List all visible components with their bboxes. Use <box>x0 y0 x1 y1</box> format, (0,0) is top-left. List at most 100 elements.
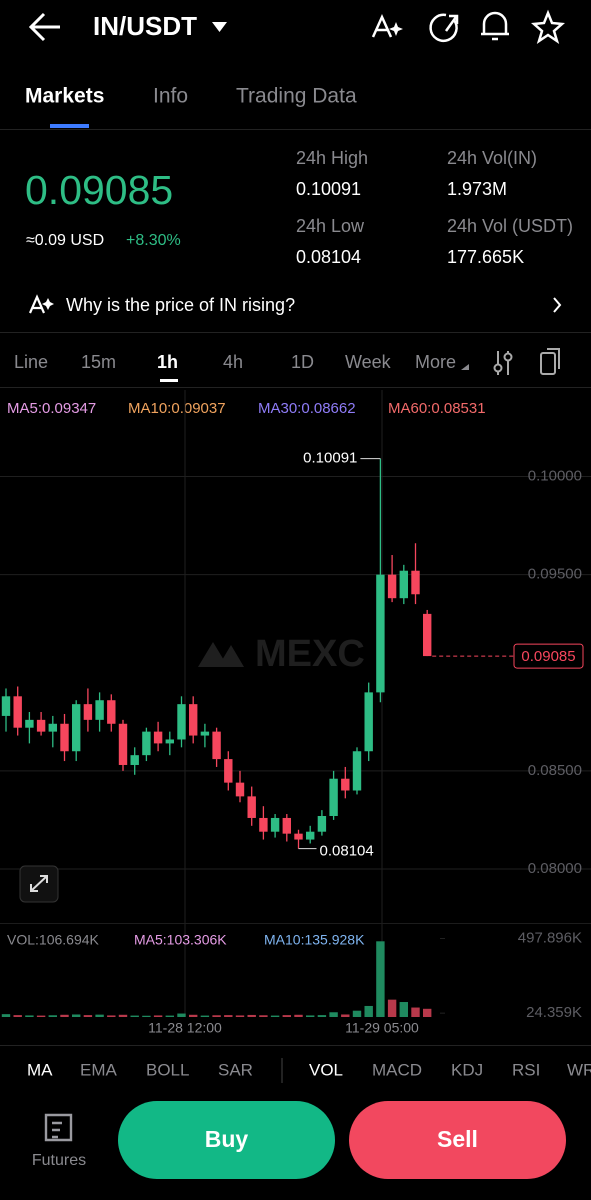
sell-label[interactable]: Sell <box>437 1126 478 1152</box>
vol-tick-label: 497.896K <box>518 929 582 946</box>
tab-indicator <box>50 124 89 128</box>
volume-bar <box>317 1015 327 1017</box>
indicator[interactable]: WR <box>567 1060 591 1079</box>
volume-bar <box>376 941 385 1017</box>
interval[interactable]: More <box>415 352 456 372</box>
alert-icon[interactable] <box>481 11 509 41</box>
futures-button[interactable]: Futures <box>32 1113 86 1169</box>
futures-label[interactable]: Futures <box>32 1152 86 1169</box>
volume-bar <box>399 1002 408 1017</box>
indicator[interactable]: SAR <box>218 1060 253 1079</box>
last-price-label: 0.09085 <box>521 648 575 665</box>
candle-body <box>270 817 280 832</box>
interval[interactable]: Line <box>14 352 48 372</box>
volume-bar <box>235 1015 245 1017</box>
expand-button[interactable] <box>19 865 59 903</box>
banner[interactable]: Why is the price of IN rising? <box>28 294 562 315</box>
candle-body <box>130 755 139 765</box>
layout-icon[interactable] <box>540 348 560 375</box>
stat-label: 24h High <box>296 148 368 168</box>
time-label: 11-28 12:00 <box>148 1020 222 1036</box>
volume-bar <box>60 1014 69 1017</box>
banner-text[interactable]: Why is the price of IN rising? <box>66 295 295 315</box>
price-change: +8.30% <box>126 232 181 249</box>
last-price-box <box>513 643 584 669</box>
ma-label: MA5:0.09347 <box>7 400 96 417</box>
sell-button[interactable]: Sell <box>349 1101 566 1179</box>
candle-body <box>376 574 385 693</box>
candle-body <box>212 731 221 760</box>
volume-bar <box>25 1015 34 1017</box>
candle-body <box>387 574 397 599</box>
more-caret[interactable] <box>461 364 469 370</box>
vol-label: VOL:106.694K <box>7 932 100 948</box>
candle-body <box>247 796 256 818</box>
volume-bar <box>212 1015 221 1017</box>
watermark: MEXC <box>198 633 365 675</box>
volume-bar <box>294 1014 303 1017</box>
candle-body <box>235 782 245 797</box>
candle-body <box>177 704 186 740</box>
stat-label: 24h Vol(IN) <box>447 148 537 168</box>
indicator[interactable]: RSI <box>512 1060 540 1079</box>
stat-value: 1.973M <box>447 179 507 199</box>
tab[interactable]: Info <box>153 85 188 108</box>
y-tick-label: 0.10000 <box>528 467 582 484</box>
indicator[interactable]: VOL <box>309 1060 343 1079</box>
candle-body <box>1 696 11 716</box>
settings-icon[interactable] <box>493 351 513 375</box>
low-label: 0.08104 <box>320 843 374 860</box>
last-price: 0.09085 <box>25 167 173 213</box>
interval[interactable]: Week <box>345 352 392 372</box>
y-tick-label: 0.08500 <box>528 762 582 779</box>
time-label: 11-29 05:00 <box>345 1020 419 1036</box>
indicator[interactable]: MACD <box>372 1060 422 1079</box>
pair-dropdown[interactable] <box>212 22 227 32</box>
back-button[interactable] <box>28 12 60 42</box>
tab[interactable]: Markets <box>25 85 104 108</box>
pair-title[interactable]: IN/USDT <box>93 11 197 41</box>
indicator[interactable]: KDJ <box>451 1060 483 1079</box>
candle-body <box>60 723 69 752</box>
tab[interactable]: Trading Data <box>236 85 357 108</box>
candle-body <box>36 719 46 732</box>
indicator[interactable]: MA <box>27 1060 53 1079</box>
interval[interactable]: 1D <box>291 352 314 372</box>
candle-body <box>13 696 22 728</box>
ma-label: MA30:0.08662 <box>258 400 356 417</box>
volume-bar <box>130 1015 139 1017</box>
interval[interactable]: 1h <box>157 352 178 372</box>
ma-label: MA60:0.08531 <box>388 400 486 417</box>
buy-button[interactable]: Buy <box>118 1101 335 1179</box>
volume-bar <box>72 1014 81 1017</box>
favorite-icon[interactable] <box>531 9 565 44</box>
vol-tick-label: 24.359K <box>526 1004 582 1021</box>
volume-bar <box>142 1015 151 1017</box>
candle-body <box>423 613 432 657</box>
volume-bar <box>36 1015 46 1017</box>
candle-body <box>200 731 210 736</box>
candle-body <box>364 692 373 752</box>
candle-body <box>282 817 291 834</box>
stat-label: 24h Vol (USDT) <box>447 216 573 236</box>
candle-body <box>352 751 362 791</box>
share-icon[interactable] <box>429 13 459 42</box>
buy-label[interactable]: Buy <box>205 1126 249 1152</box>
volume-bar <box>107 1015 116 1017</box>
candle-body <box>341 778 350 791</box>
candle-body <box>399 570 408 599</box>
volume-bar <box>341 1014 350 1017</box>
indicator[interactable]: BOLL <box>146 1060 189 1079</box>
volume-bar <box>1 1014 11 1017</box>
high-label: 0.10091 <box>303 450 357 467</box>
interval-indicator <box>160 379 178 382</box>
ai-icon[interactable] <box>371 13 403 38</box>
volume-bar <box>352 1010 362 1017</box>
indicator[interactable]: EMA <box>80 1060 118 1079</box>
volume-bar <box>259 1015 268 1017</box>
watermark-text: MEXC <box>255 633 365 675</box>
candle-body <box>142 731 151 756</box>
interval[interactable]: 4h <box>223 352 243 372</box>
interval[interactable]: 15m <box>81 352 116 372</box>
